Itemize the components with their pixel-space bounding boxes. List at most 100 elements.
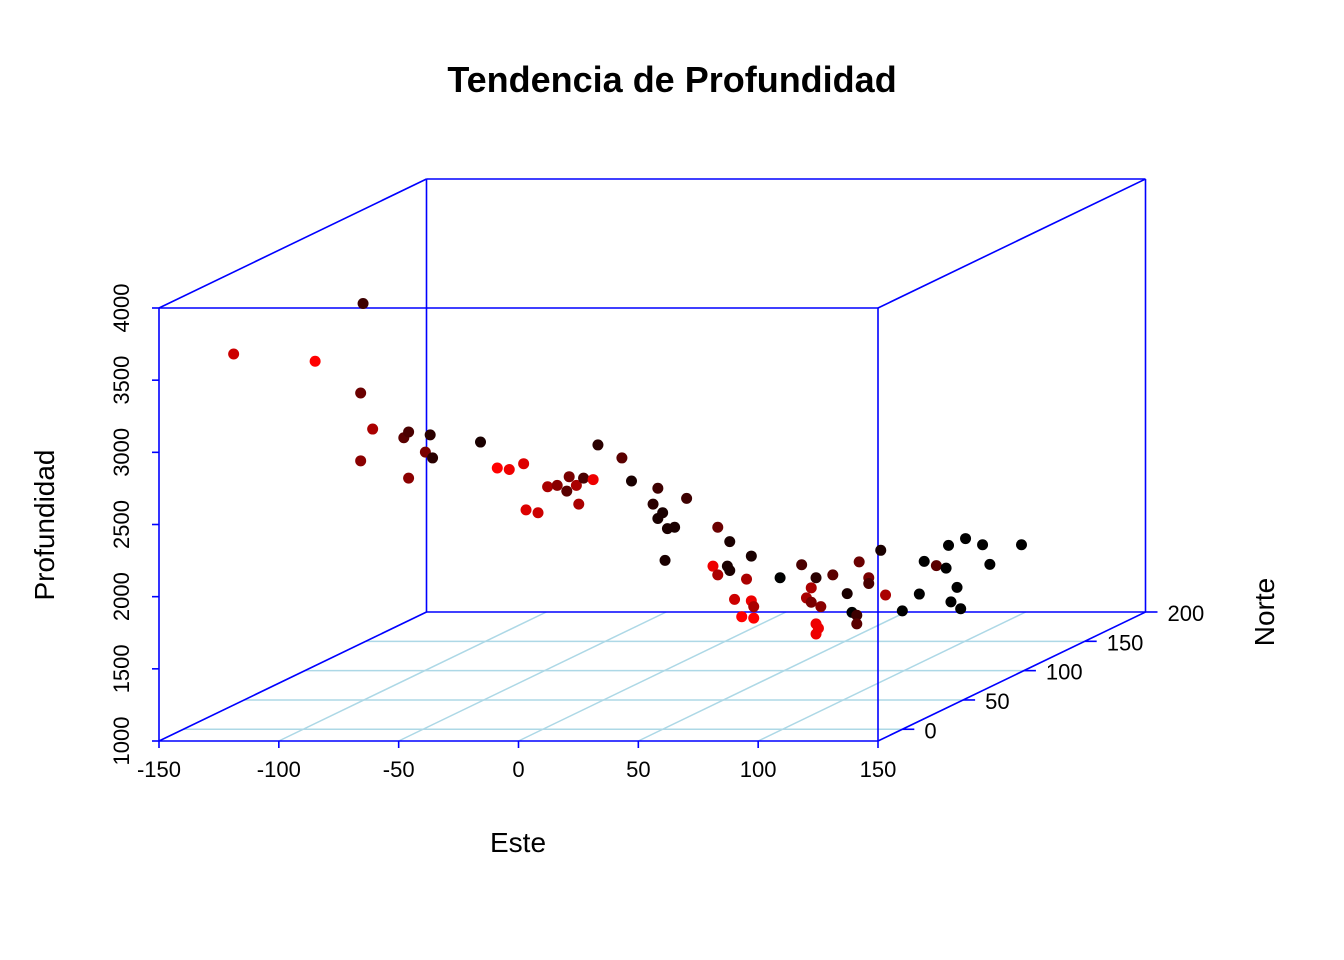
data-point [475, 436, 487, 448]
data-point [774, 572, 786, 584]
data-point [563, 471, 575, 483]
data-point [532, 507, 544, 519]
data-point [741, 573, 753, 585]
box-edge [877, 178, 1146, 309]
data-point [853, 556, 865, 568]
data-point [518, 458, 530, 470]
data-point [896, 605, 908, 617]
data-point [491, 462, 503, 474]
y-tick-label: 200 [1168, 601, 1205, 626]
data-point [228, 348, 240, 360]
data-point [1015, 539, 1027, 551]
data-point [930, 560, 942, 572]
z-tick-label: 3000 [109, 428, 134, 477]
data-point [810, 572, 822, 584]
data-point [960, 533, 972, 545]
data-point [520, 504, 532, 516]
floor-grid [183, 611, 1085, 742]
data-point [918, 555, 930, 567]
axis-ticks: -150 -100 -50 0 50 100 150 1000 1500 2000 2500 3000… [109, 284, 1204, 782]
data-point [587, 474, 599, 486]
data-point [951, 581, 963, 593]
data-point [729, 593, 741, 605]
data-point [424, 429, 436, 441]
data-point [724, 536, 736, 548]
data-point [945, 596, 957, 608]
data-point [707, 560, 719, 572]
data-point [955, 603, 967, 615]
x-tick-label: 100 [740, 757, 777, 782]
z-tick-label: 2000 [109, 572, 134, 621]
z-tick-label: 4000 [109, 284, 134, 333]
data-point [913, 588, 925, 600]
z-axis-label: Profundidad [29, 449, 60, 600]
data-point [724, 565, 736, 577]
data-point [647, 498, 659, 510]
data-point [984, 558, 996, 570]
data-points [228, 297, 1027, 640]
data-point [745, 550, 757, 562]
y-axis-label: Norte [1249, 578, 1280, 646]
data-point [712, 521, 724, 533]
data-point [841, 588, 853, 600]
box-edge [877, 611, 1146, 742]
data-point [827, 569, 839, 581]
data-point [669, 521, 681, 533]
z-tick-label: 3500 [109, 356, 134, 405]
data-point [748, 612, 760, 624]
data-point [657, 507, 669, 519]
data-point [851, 609, 863, 621]
data-point [940, 562, 952, 574]
data-point [805, 582, 817, 594]
data-point [355, 455, 367, 467]
box-edge [158, 178, 427, 309]
data-point [503, 463, 515, 475]
y-tick-label: 50 [985, 689, 1009, 714]
data-point [561, 485, 573, 497]
data-point [796, 559, 808, 571]
data-point [570, 479, 582, 491]
chart-title: Tendencia de Profundidad [447, 59, 896, 100]
x-tick-label: -100 [257, 757, 301, 782]
box-edge [158, 611, 427, 742]
x-axis-label: Este [490, 827, 546, 858]
data-point [551, 479, 563, 491]
y-tick-label: 150 [1107, 630, 1144, 655]
data-point [863, 577, 875, 589]
data-point [851, 618, 863, 630]
z-tick-label: 1500 [109, 644, 134, 693]
y-tick-label: 100 [1046, 660, 1083, 685]
grid-line-x [638, 611, 907, 742]
data-point [427, 452, 439, 464]
data-point [943, 539, 955, 551]
data-point [542, 481, 554, 493]
data-point [309, 355, 321, 367]
data-point [403, 472, 415, 484]
data-point [625, 475, 637, 487]
data-point [712, 569, 724, 581]
y-tick-label: 0 [924, 718, 936, 743]
grid-line-x [398, 611, 667, 742]
data-point [403, 426, 415, 438]
data-point [578, 472, 590, 484]
data-point [652, 482, 664, 494]
data-point [977, 539, 989, 551]
z-tick-label: 1000 [109, 717, 134, 766]
grid-line-x [518, 611, 787, 742]
data-point [748, 601, 760, 613]
x-tick-label: -50 [383, 757, 415, 782]
x-tick-label: -150 [137, 757, 181, 782]
data-point [357, 297, 369, 309]
data-point [355, 387, 367, 399]
data-point [616, 452, 628, 464]
data-point [875, 544, 887, 556]
x-tick-label: 50 [626, 757, 650, 782]
data-point [592, 439, 604, 451]
data-point [367, 423, 379, 435]
z-tick-label: 2500 [109, 500, 134, 549]
data-point [812, 622, 824, 634]
data-point [573, 498, 585, 510]
grid-line-x [757, 611, 1026, 742]
data-point [880, 589, 892, 601]
x-tick-label: 150 [860, 757, 897, 782]
